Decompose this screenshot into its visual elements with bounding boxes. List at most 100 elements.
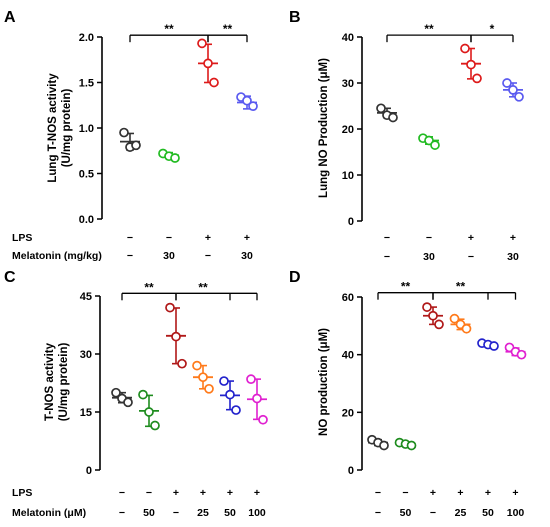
group-marks: [418, 133, 440, 150]
data-point: [144, 407, 154, 417]
data-point: [171, 331, 181, 342]
y-tick-label: 1.0: [79, 123, 94, 135]
y-axis-title-line: T-NOS activity: [44, 342, 56, 421]
group-marks: [158, 148, 180, 163]
condition-value: −: [384, 251, 390, 263]
condition-value: −: [146, 487, 152, 499]
condition-value: +: [468, 232, 474, 244]
condition-value: +: [430, 487, 436, 499]
condition-value: 30: [507, 251, 519, 263]
y-tick-label: 40: [342, 32, 354, 44]
condition-value: 50: [400, 507, 412, 519]
y-axis-title-line: Lung NO Production (μM): [318, 58, 330, 198]
condition-value: +: [244, 232, 250, 244]
y-tick-label: 30: [342, 78, 354, 90]
data-point: [502, 78, 512, 88]
group-marks: [219, 376, 241, 415]
y-tick-label: 20: [342, 407, 354, 419]
condition-value: −: [468, 251, 474, 263]
group-marks: [504, 342, 527, 360]
condition-value: 50: [224, 507, 236, 519]
data-point: [111, 387, 121, 398]
condition-value: 25: [197, 507, 209, 519]
y-axis-title: Lung T-NOS activity (U/mg protein): [47, 73, 73, 183]
significance-label: **: [456, 280, 466, 294]
condition-value: +: [512, 487, 518, 499]
significance-label: **: [144, 280, 154, 294]
group-marks: [449, 313, 472, 334]
y-axis-title: Lung NO Production (μM): [318, 58, 330, 198]
data-point: [198, 372, 208, 383]
data-point: [123, 397, 133, 408]
y-tick-label: 0: [86, 465, 92, 477]
condition-value: 30: [163, 250, 175, 262]
group-marks: [192, 360, 214, 394]
condition-value: −: [173, 507, 179, 519]
condition-row-label: LPS: [12, 232, 32, 244]
data-point: [225, 389, 235, 400]
condition-value: +: [510, 232, 516, 244]
y-tick-label: 0: [348, 465, 354, 477]
group-marks: [246, 374, 268, 425]
y-tick-label: 45: [80, 291, 92, 303]
data-point: [406, 440, 417, 451]
y-tick-label: 0.0: [79, 214, 94, 226]
data-point: [170, 153, 180, 163]
y-tick-label: 60: [342, 292, 354, 304]
condition-value: −: [127, 232, 133, 244]
significance-label: **: [198, 280, 208, 294]
y-tick-label: 0.5: [79, 169, 94, 181]
data-point: [248, 101, 258, 112]
group-marks: [422, 302, 444, 330]
data-point: [422, 302, 432, 312]
y-axis-title-line: Lung T-NOS activity: [47, 73, 59, 183]
panel-letter-a: A: [4, 9, 16, 26]
y-tick-label: 15: [80, 407, 92, 419]
data-point: [242, 95, 252, 106]
y-tick-label: 10: [342, 170, 354, 182]
condition-value: 100: [507, 507, 525, 519]
condition-value: +: [457, 487, 463, 499]
significance-label: **: [424, 22, 434, 36]
group-marks: [165, 302, 187, 369]
data-point: [165, 302, 175, 313]
condition-value: +: [200, 487, 206, 499]
data-point: [203, 58, 213, 69]
data-point: [258, 414, 268, 425]
y-axis-title: T-NOS activity (U/mg protein): [44, 342, 70, 421]
condition-value: +: [173, 487, 179, 499]
condition-value: −: [402, 487, 408, 499]
group-marks: [138, 389, 160, 431]
y-tick-label: 0: [348, 216, 354, 228]
condition-value: −: [119, 507, 125, 519]
y-tick-label: 30: [80, 349, 92, 361]
data-point: [219, 376, 229, 386]
data-point: [150, 420, 160, 431]
panel-letter-c: C: [4, 269, 16, 286]
condition-value: −: [119, 487, 125, 499]
y-axis-title-line: NO production (μM): [318, 328, 330, 436]
data-point: [204, 383, 214, 394]
data-point: [197, 38, 207, 49]
data-point: [388, 112, 398, 123]
condition-value: −: [166, 232, 172, 244]
data-point: [379, 440, 389, 451]
condition-value: −: [205, 250, 211, 262]
condition-row-label: Melatonin (μM): [12, 507, 86, 519]
y-axis-title-line: (U/mg protein): [58, 343, 70, 422]
data-point: [192, 360, 202, 371]
condition-row-label: LPS: [12, 487, 32, 499]
condition-value: 50: [143, 507, 155, 519]
data-point: [461, 323, 472, 334]
data-point: [209, 77, 219, 88]
y-axis-title-line: (U/mg protein): [61, 89, 73, 168]
group-marks: [367, 434, 389, 451]
data-point: [246, 374, 256, 384]
significance-label: **: [401, 280, 411, 294]
group-marks: [460, 43, 482, 84]
data-point: [516, 349, 527, 360]
condition-value: 30: [423, 251, 435, 263]
significance-label: *: [490, 22, 495, 36]
data-point: [434, 319, 444, 330]
